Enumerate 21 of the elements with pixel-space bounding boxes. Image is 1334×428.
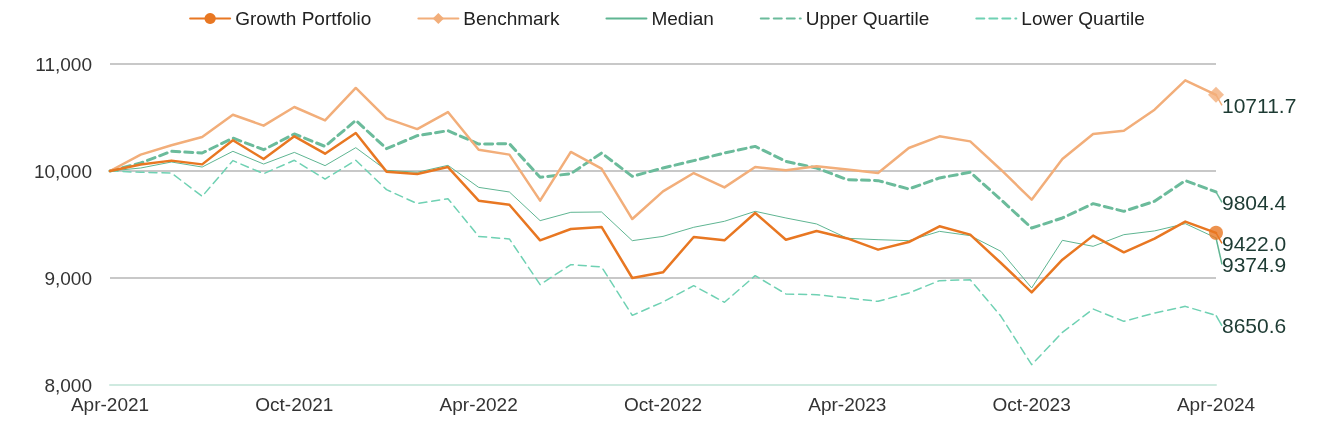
data-label: 10711.7: [1222, 93, 1297, 117]
legend-label: Upper Quartile: [805, 8, 930, 29]
x-tick-label: Apr-2022: [439, 394, 518, 415]
x-tick-label: Oct-2023: [992, 394, 1071, 415]
legend-label: Benchmark: [463, 8, 560, 29]
x-tick-label: Apr-2021: [70, 394, 150, 415]
x-tick-label: Apr-2023: [808, 394, 887, 415]
data-label: 9374.9: [1222, 252, 1287, 276]
legend-label: Growth Portfolio: [235, 8, 372, 29]
y-tick-label: 11,000: [35, 53, 92, 75]
legend-label: Median: [651, 8, 714, 29]
legend-label: Lower Quartile: [1021, 8, 1145, 29]
x-tick-label: Oct-2022: [623, 394, 703, 415]
data-label: 9804.4: [1222, 190, 1287, 214]
y-tick-label: 10,000: [33, 160, 92, 182]
y-tick-label: 8,000: [44, 374, 92, 396]
y-tick-label: 9,000: [44, 267, 92, 289]
data-label: 9422.0: [1222, 231, 1287, 255]
data-label: 8650.6: [1222, 314, 1287, 338]
x-tick-label: Oct-2021: [255, 394, 334, 415]
x-tick-label: Apr-2024: [1176, 394, 1256, 415]
